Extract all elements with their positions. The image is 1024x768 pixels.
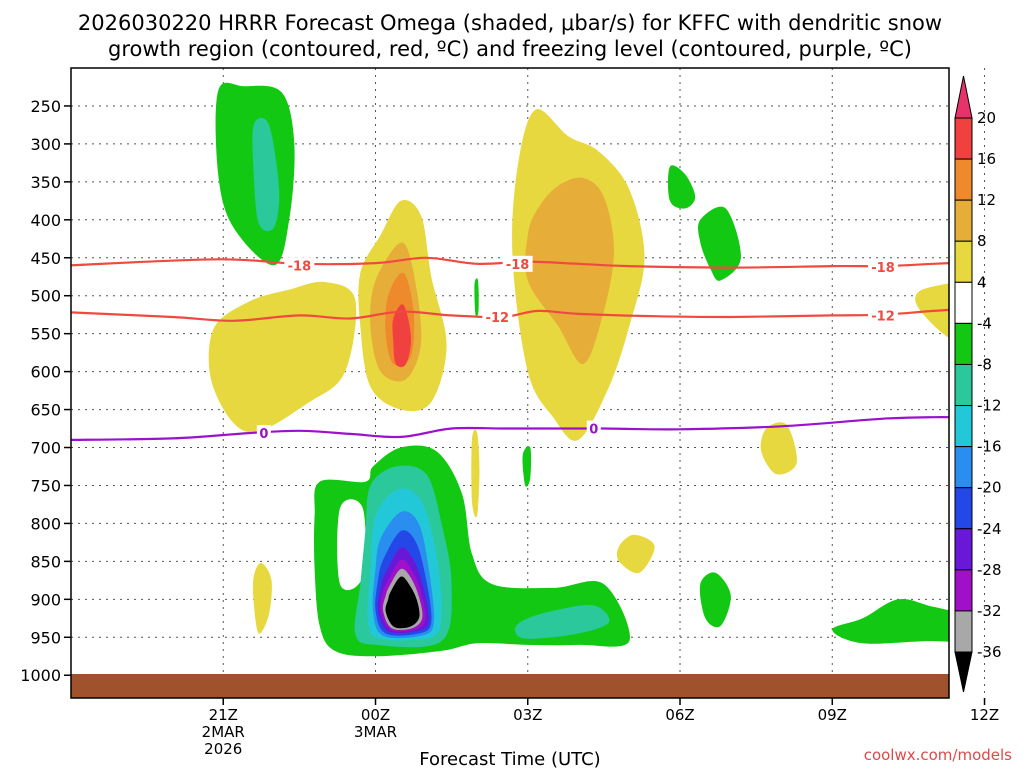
y-tick-label-750: 750 bbox=[30, 476, 61, 495]
omega-shading bbox=[208, 82, 949, 657]
omega-region-green-blob-06z-b bbox=[697, 206, 741, 281]
contour-label-dendritic-minus18-1: -18 bbox=[506, 258, 530, 273]
contour-label-bg-dendritic-minus12-1 bbox=[868, 307, 899, 324]
colorbar-segment-5 bbox=[954, 322, 973, 365]
x-tick-label-12Z-1: 12Z bbox=[970, 706, 999, 724]
chart-title-line2: growth region (contoured, red, ºC) and f… bbox=[108, 37, 912, 61]
colorbar-label-8: -16 bbox=[977, 438, 1002, 456]
colorbar-segment-2 bbox=[954, 199, 973, 242]
y-tick-label-550: 550 bbox=[30, 325, 61, 344]
contour-label-dendritic-minus18-2: -18 bbox=[871, 261, 895, 276]
y-tick-label-1000: 1000 bbox=[20, 666, 61, 685]
y-tick-label-850: 850 bbox=[30, 552, 61, 571]
contour-freezing-level-0 bbox=[71, 416, 949, 441]
contour-label-freezing-level-0-1: 0 bbox=[589, 423, 598, 438]
colorbar-label-9: -20 bbox=[977, 479, 1002, 497]
colorbar-segment-6 bbox=[954, 363, 973, 407]
y-tick-label-350: 350 bbox=[30, 173, 61, 192]
credit-text: coolwx.com/models bbox=[864, 746, 1012, 764]
y-tick-label-650: 650 bbox=[30, 401, 61, 420]
contour-label-freezing-level-0-0: 0 bbox=[259, 427, 268, 442]
omega-region-black-core-low bbox=[385, 576, 420, 629]
contour-dendritic-minus12 bbox=[71, 308, 949, 322]
x-tick-label-00Z-2: 3MAR bbox=[354, 723, 397, 741]
colorbar-label-10: -24 bbox=[977, 520, 1002, 538]
colorbar-segment-1 bbox=[954, 158, 973, 201]
contour-label-bg-dendritic-minus18-0 bbox=[284, 257, 315, 274]
y-tick-label-700: 700 bbox=[30, 439, 61, 458]
colorbar-segment-8 bbox=[954, 446, 973, 489]
colorbar-label-4: 4 bbox=[977, 273, 987, 291]
x-axis-title: Forecast Time (UTC) bbox=[419, 749, 600, 768]
y-tick-label-250: 250 bbox=[30, 97, 61, 116]
colorbar-label-11: -28 bbox=[977, 561, 1002, 579]
colorbar-bottom-arrow bbox=[954, 651, 973, 693]
y-tick-label-800: 800 bbox=[30, 514, 61, 533]
chart-title-line1: 2026030220 HRRR Forecast Omega (shaded, … bbox=[78, 11, 942, 35]
omega-region-yellow-blob-840 bbox=[616, 534, 655, 574]
x-tick-label-21Z-2: 2MAR bbox=[202, 723, 245, 741]
omega-region-green-sliver-500 bbox=[474, 278, 479, 317]
x-tick-label-03Z-1: 03Z bbox=[513, 706, 542, 724]
colorbar-label-2: 12 bbox=[977, 191, 996, 209]
colorbar-segment-10 bbox=[954, 528, 973, 571]
colorbar-label-13: -36 bbox=[977, 643, 1002, 661]
x-tick-label-06Z-1: 06Z bbox=[665, 706, 694, 724]
y-tick-label-400: 400 bbox=[30, 211, 61, 230]
omega-region-yellow-sliver-1 bbox=[471, 429, 480, 518]
omega-region-green-blob-06z-a bbox=[667, 165, 696, 209]
colorbar-label-12: -32 bbox=[977, 602, 1002, 620]
y-tick-label-300: 300 bbox=[30, 135, 61, 154]
contour-label-bg-dendritic-minus18-1 bbox=[502, 255, 533, 272]
colorbar-label-3: 8 bbox=[977, 232, 987, 250]
colorbar-segment-0 bbox=[954, 117, 973, 160]
colorbar-segment-9 bbox=[954, 487, 973, 530]
contour-label-bg-freezing-level-0-1 bbox=[586, 420, 601, 437]
y-tick-label-950: 950 bbox=[30, 628, 61, 647]
omega-region-red-core-00z bbox=[392, 304, 412, 368]
y-tick-label-450: 450 bbox=[30, 249, 61, 268]
colorbar-label-7: -12 bbox=[977, 397, 1002, 415]
omega-region-upper-teal-core bbox=[252, 117, 280, 232]
contour-labels: -18 -18 -18 -12 -12 0 0 bbox=[256, 255, 899, 442]
colorbar-segment-3 bbox=[954, 240, 973, 283]
colorbar-top-arrow bbox=[954, 75, 973, 119]
colorbar-label-0: 20 bbox=[977, 109, 996, 127]
x-tick-label-09Z-1: 09Z bbox=[818, 706, 847, 724]
x-tick-label-21Z-3: 2026 bbox=[204, 740, 242, 758]
y-tick-label-600: 600 bbox=[30, 363, 61, 382]
omega-region-white-hole-low bbox=[337, 499, 366, 591]
terrain-ground-band bbox=[71, 674, 949, 698]
colorbar-segment-12 bbox=[954, 610, 973, 653]
contour-label-bg-freezing-level-0-0 bbox=[256, 425, 271, 442]
omega-region-teal-low-right bbox=[514, 604, 610, 639]
x-tick-label-00Z-1: 00Z bbox=[361, 706, 390, 724]
x-tick-label-21Z-1: 21Z bbox=[209, 706, 238, 724]
colorbar-label-1: 16 bbox=[977, 150, 996, 168]
y-axis-pressure-ticks: 250 300 350 400 450 500 550 600 650 700 750 800 850 9… bbox=[20, 97, 71, 685]
omega-region-yellow-blob-08z bbox=[760, 422, 797, 475]
y-tick-label-500: 500 bbox=[30, 287, 61, 306]
omega-region-green-sliver-720 bbox=[522, 446, 532, 487]
contour-label-bg-dendritic-minus18-2 bbox=[868, 258, 899, 275]
contour-label-dendritic-minus18-0: -18 bbox=[288, 259, 312, 274]
colorbar-label-6: -8 bbox=[977, 355, 992, 373]
omega-region-green-band-lower-right bbox=[832, 598, 949, 644]
colorbar: 20 16 12 8 4 -4 -8 -12 -16 -20 -24 -28 -32 -36 bbox=[954, 75, 1002, 693]
contour-label-bg-dendritic-minus12-0 bbox=[482, 308, 513, 325]
colorbar-label-5: -4 bbox=[977, 314, 992, 332]
colorbar-segment-7 bbox=[954, 405, 973, 448]
colorbar-segment-4 bbox=[954, 281, 973, 324]
y-tick-label-900: 900 bbox=[30, 590, 61, 609]
omega-region-green-blob-06z-low bbox=[699, 572, 731, 628]
omega-region-yellow-blob-900 bbox=[252, 562, 272, 634]
contour-label-dendritic-minus12-1: -12 bbox=[871, 309, 895, 324]
colorbar-segment-11 bbox=[954, 569, 973, 612]
plot-frame bbox=[70, 67, 950, 699]
contour-label-dendritic-minus12-0: -12 bbox=[486, 311, 510, 326]
omega-region-gold-plume-03z bbox=[525, 177, 614, 365]
